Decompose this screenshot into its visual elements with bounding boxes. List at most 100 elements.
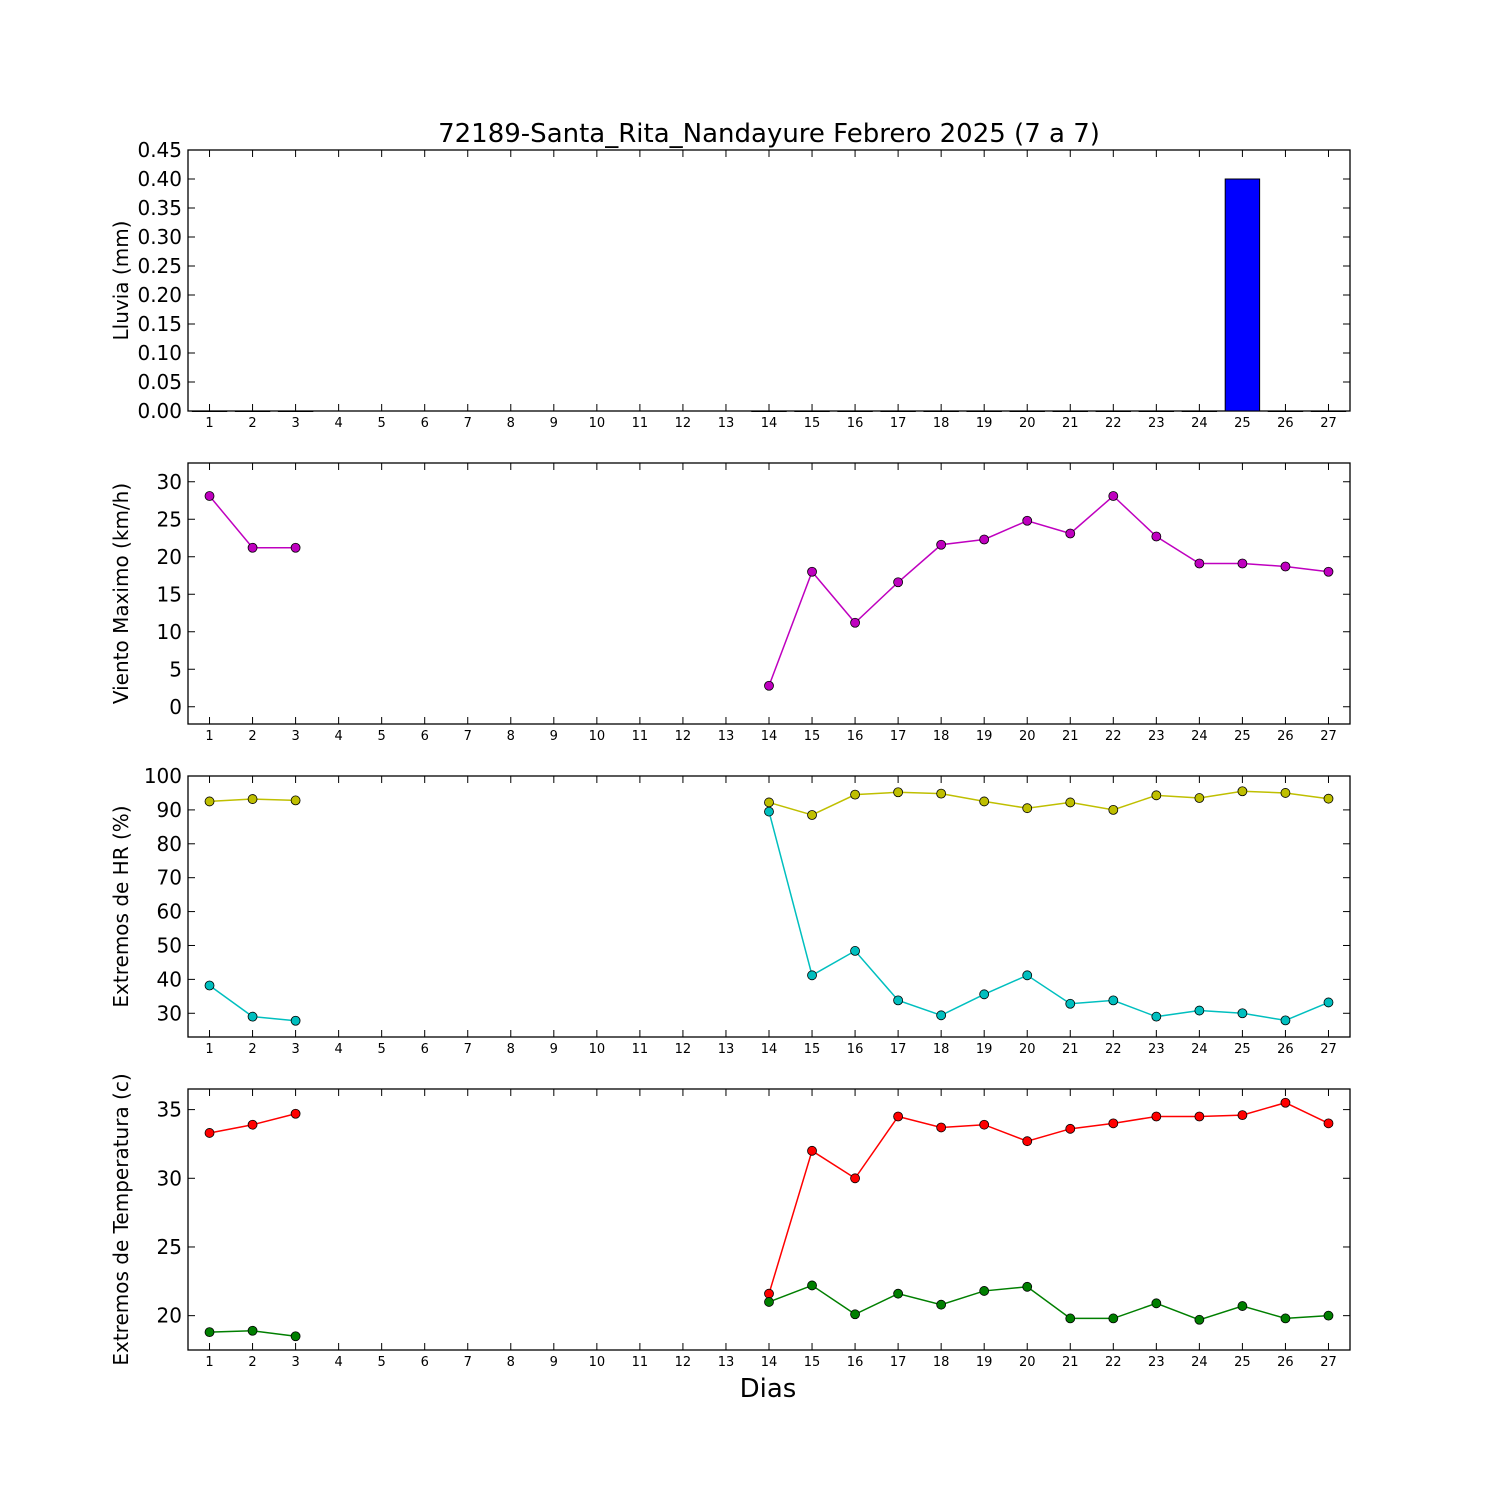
data-point [1323,1310,1334,1321]
bar [1052,410,1088,412]
x-tick-label: 24 [1191,416,1208,431]
x-tick-label: 3 [291,729,299,744]
data-point [850,617,860,628]
data-point [979,796,990,807]
y-tick-label: 80 [157,832,182,856]
data-point [807,810,817,820]
series-line [768,811,1329,1022]
x-tick-label: 16 [847,729,864,744]
x-tick-label: 7 [464,1355,472,1370]
x-tick-label: 7 [464,416,472,431]
x-tick-label: 27 [1320,1355,1337,1370]
data-point [247,1011,258,1022]
data-point [893,577,904,588]
data-point [1237,1301,1248,1311]
x-tick-label: 26 [1277,729,1294,744]
data-point [1108,995,1119,1006]
y-tick-label: 0 [169,695,182,719]
data-point [1151,1111,1162,1122]
data-point [1065,1123,1076,1134]
y-tick-label: 0.05 [137,370,182,394]
chart-title: 72189-Santa_Rita_Nandayure Febrero 2025 … [438,119,1100,149]
panel-1: 0.00 0.05 0.10 0.15 0.20 0.25 0.30 0.35 0.40 0.45… [109,138,1351,431]
x-tick-label: 22 [1105,416,1122,431]
x-tick-label: 3 [291,416,299,431]
x-tick-label: 25 [1234,416,1251,431]
data-point [1151,790,1162,801]
x-tick-label: 6 [421,1042,429,1057]
bar [234,410,271,412]
data-point [1237,1110,1248,1120]
y-axis-label: Viento Maximo (km/h) [109,483,133,704]
y-tick-label: 0.00 [137,399,182,423]
data-point [204,491,215,501]
y-tick-label: 15 [157,582,182,606]
y-tick-label: 0.45 [137,138,182,162]
data-point [936,1122,947,1133]
x-tick-label: 18 [933,416,950,431]
data-point [979,1119,990,1130]
bar [880,410,916,412]
x-tick-label: 14 [761,416,778,431]
x-tick-label: 4 [334,416,342,431]
x-tick-label: 1 [205,416,213,431]
data-point [290,1108,301,1119]
bar [1138,410,1175,412]
x-tick-label: 23 [1148,1355,1165,1370]
data-point [204,1128,215,1138]
x-tick-label: 8 [507,1355,515,1370]
x-tick-label: 13 [718,1042,735,1057]
x-tick-label: 14 [761,1355,778,1370]
y-tick-label: 35 [157,1098,182,1122]
data-point [893,995,904,1006]
x-tick-label: 21 [1062,1355,1079,1370]
x-tick-label: 21 [1062,1042,1079,1057]
x-tick-label: 12 [675,416,692,431]
y-tick-label: 100 [144,764,182,788]
x-tick-label: 10 [589,1355,606,1370]
x-tick-label: 24 [1191,1355,1208,1370]
y-tick-label: 0.25 [137,254,182,278]
x-tick-label: 5 [378,1355,386,1370]
data-point [1108,1118,1119,1129]
data-point [1108,1313,1119,1324]
data-point [936,1010,947,1021]
data-point [1280,561,1291,572]
data-point [807,970,817,981]
x-tick-label: 1 [205,729,213,744]
data-point [290,1331,301,1342]
data-point [807,1280,817,1291]
data-point [1022,803,1033,814]
data-point [1022,1281,1033,1292]
data-point [807,1145,817,1156]
x-tick-label: 10 [589,1042,606,1057]
y-axis-label: Extremos de HR (%) [109,805,133,1007]
data-point [1151,1298,1162,1309]
x-tick-label: 25 [1234,729,1251,744]
x-tick-label: 2 [248,1355,256,1370]
x-tick-label: 23 [1148,1042,1165,1057]
x-tick-label: 8 [507,416,515,431]
x-tick-label: 21 [1062,729,1079,744]
y-tick-label: 20 [157,545,182,569]
y-tick-label: 60 [157,900,182,924]
data-point [1065,1313,1076,1324]
x-tick-label: 15 [804,1042,821,1057]
y-tick-label: 0.40 [137,167,182,191]
x-tick-label: 25 [1234,1042,1251,1057]
data-point [1323,1118,1334,1129]
data-point [764,1297,774,1307]
x-tick-label: 11 [632,1042,649,1057]
x-tick-label: 17 [890,729,907,744]
x-tick-label: 1 [205,1355,213,1370]
x-tick-label: 14 [761,729,778,744]
y-axis-label: Extremos de Temperatura (c) [109,1073,133,1365]
bar [1095,410,1132,412]
x-tick-label: 13 [718,1355,735,1370]
data-point [1280,788,1291,798]
x-tick-label: 5 [378,729,386,744]
data-point [764,680,774,691]
bar [1310,410,1347,412]
data-point [247,1325,258,1336]
